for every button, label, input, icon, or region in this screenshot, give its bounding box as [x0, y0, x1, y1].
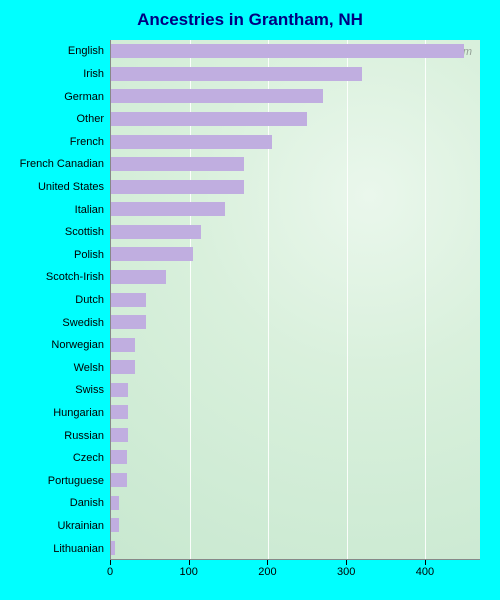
bar [111, 180, 244, 194]
bar [111, 360, 135, 374]
x-tick [346, 560, 347, 565]
bar [111, 383, 128, 397]
x-tick [425, 560, 426, 565]
y-tick-label: Swedish [62, 317, 104, 329]
bar [111, 270, 166, 284]
bar [111, 473, 127, 487]
bar [111, 450, 127, 464]
bar [111, 338, 135, 352]
y-tick-label: Swiss [75, 384, 104, 396]
y-tick-label: English [68, 45, 104, 57]
bar [111, 518, 119, 532]
bar [111, 405, 128, 419]
chart-title: Ancestries in Grantham, NH [0, 0, 500, 30]
y-tick-label: Norwegian [51, 339, 104, 351]
bar [111, 112, 307, 126]
chart-container: English Irish German Other French French Cana… [10, 40, 490, 590]
y-tick-label: United States [38, 181, 104, 193]
y-tick-label: Portuguese [48, 475, 104, 487]
bar [111, 89, 323, 103]
x-tick-label: 400 [416, 566, 434, 578]
bar [111, 315, 146, 329]
plot-area: © City-Data.com [110, 40, 480, 560]
y-axis-labels: English Irish German Other French French Cana… [10, 40, 110, 560]
x-tick [110, 560, 111, 565]
y-tick-label: Danish [70, 497, 104, 509]
bar [111, 135, 272, 149]
x-tick [189, 560, 190, 565]
x-tick-label: 200 [258, 566, 276, 578]
y-tick-label: Other [76, 113, 104, 125]
gridline [347, 40, 348, 559]
x-tick-label: 0 [107, 566, 113, 578]
y-tick-label: Russian [64, 430, 104, 442]
y-tick-label: Irish [83, 68, 104, 80]
gridline [425, 40, 426, 559]
bar [111, 157, 244, 171]
y-tick-label: Scotch-Irish [46, 271, 104, 283]
y-tick-label: French [70, 136, 104, 148]
y-tick-label: Czech [73, 452, 104, 464]
y-tick-label: Dutch [75, 294, 104, 306]
y-tick-label: Ukrainian [58, 520, 104, 532]
bar [111, 247, 193, 261]
y-tick-label: Italian [75, 204, 104, 216]
x-tick-label: 300 [337, 566, 355, 578]
y-tick-label: Polish [74, 249, 104, 261]
bar [111, 202, 225, 216]
bar [111, 428, 128, 442]
bar [111, 44, 464, 58]
bar [111, 293, 146, 307]
bar [111, 67, 362, 81]
x-tick-label: 100 [180, 566, 198, 578]
y-tick-label: French Canadian [20, 158, 104, 170]
bar [111, 541, 115, 555]
y-tick-label: Hungarian [53, 407, 104, 419]
y-tick-label: Welsh [74, 362, 104, 374]
y-tick-label: Scottish [65, 226, 104, 238]
x-axis: 0 100 200 300 400 [110, 560, 480, 590]
y-tick-label: Lithuanian [53, 543, 104, 555]
x-tick [267, 560, 268, 565]
y-tick-label: German [64, 91, 104, 103]
bar [111, 225, 201, 239]
bar [111, 496, 119, 510]
